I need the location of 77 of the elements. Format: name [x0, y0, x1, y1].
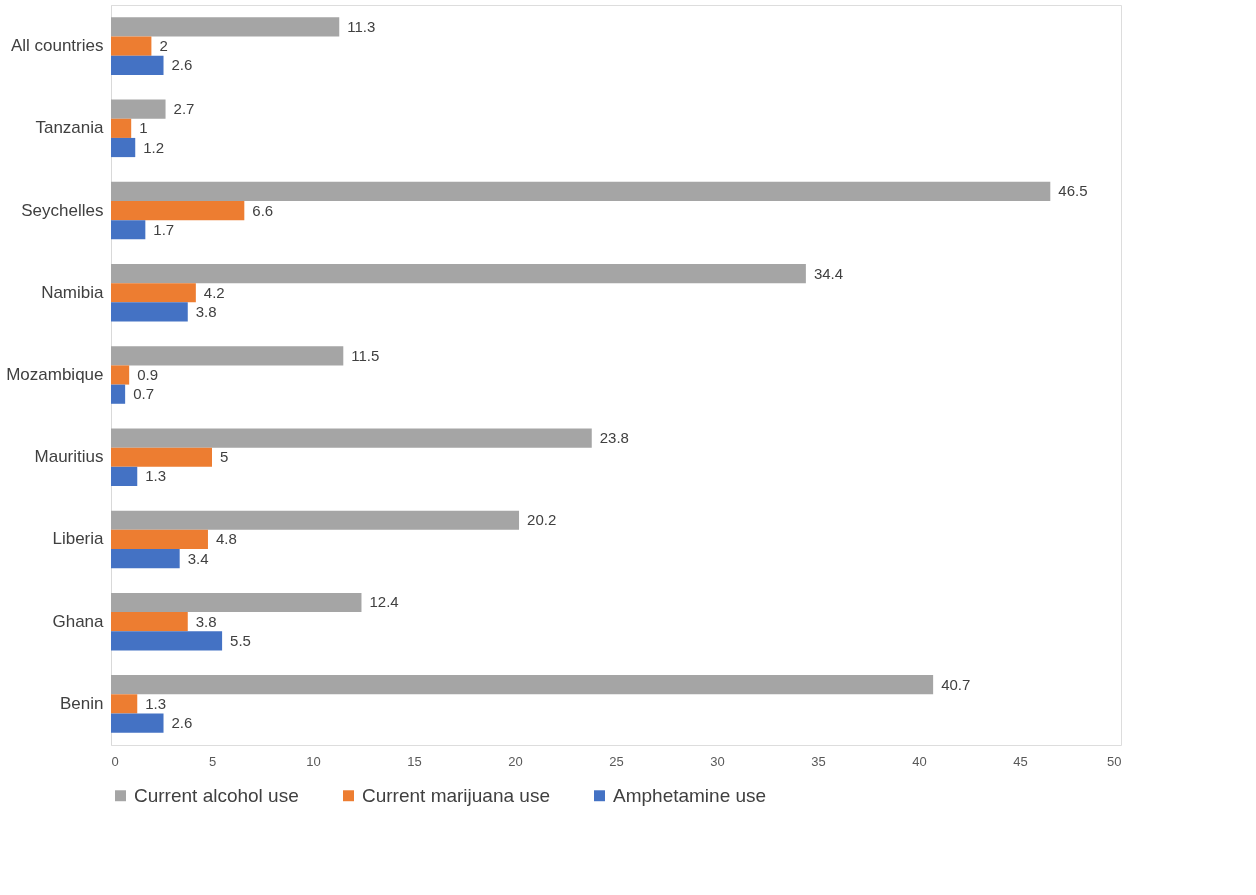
bar: [111, 99, 166, 119]
legend-label: Current alcohol use: [134, 784, 299, 806]
data-label: 6.6: [252, 201, 274, 219]
data-label: 5: [220, 448, 229, 466]
x-tick-label: 35: [811, 753, 826, 769]
bar: [111, 510, 520, 530]
bar: [111, 17, 340, 37]
bar: [111, 612, 188, 632]
data-label: 12.4: [369, 593, 399, 611]
bar: [111, 200, 245, 221]
bar: [111, 694, 138, 714]
y-tick-label: Ghana: [52, 611, 105, 631]
data-label: 1.3: [145, 467, 167, 485]
data-label: 4.8: [215, 530, 237, 548]
bar: [111, 118, 132, 138]
y-tick-label: Benin: [60, 693, 104, 713]
data-label: 23.8: [599, 429, 629, 447]
data-label: 3.8: [195, 612, 217, 630]
bar: [111, 466, 138, 486]
data-label: 1: [139, 119, 148, 137]
bar: [111, 346, 344, 366]
bar: [111, 428, 592, 448]
bar: [111, 675, 934, 695]
x-tick-label: 25: [609, 753, 624, 769]
data-label: 2.6: [171, 714, 193, 732]
data-label: 1.3: [145, 694, 167, 712]
bar: [111, 283, 196, 303]
y-tick-label: All countries: [10, 36, 104, 56]
data-label: 0.7: [133, 385, 154, 403]
y-tick-label: Seychelles: [21, 200, 104, 220]
bar: [111, 592, 362, 613]
bar: [111, 365, 130, 385]
data-label: 11.5: [351, 346, 380, 364]
data-label: 0.9: [137, 366, 159, 383]
bar: [111, 384, 126, 404]
bar: [111, 220, 146, 240]
x-tick-label: 10: [306, 753, 321, 769]
y-tick-label: Namibia: [41, 282, 105, 302]
legend-label: Current marijuana use: [362, 784, 550, 806]
bar: [111, 529, 208, 550]
legend-label: Amphetamine use: [613, 784, 767, 806]
data-label: 4.2: [203, 283, 225, 301]
x-tick-label: 30: [710, 753, 725, 769]
data-label: 2.7: [173, 100, 195, 118]
x-tick-label: 0: [111, 753, 119, 769]
data-label: 11.3: [347, 17, 376, 35]
data-label: 46.5: [1058, 182, 1088, 200]
data-label: 2: [159, 37, 168, 55]
bar: [111, 55, 164, 75]
y-tick-label: Mauritius: [34, 447, 104, 467]
bar: [111, 181, 1051, 201]
x-tick-label: 5: [208, 753, 217, 769]
bar: [111, 447, 212, 467]
x-tick-label: 15: [407, 753, 422, 769]
data-label: 1.7: [153, 220, 175, 238]
data-label: 2.6: [171, 56, 193, 74]
data-label: 1.2: [143, 138, 165, 156]
y-tick-label: Liberia: [52, 529, 105, 549]
data-label: 40.7: [941, 675, 971, 693]
x-tick-label: 40: [912, 753, 927, 769]
data-label: 34.4: [813, 264, 844, 282]
x-tick-label: 45: [1013, 753, 1028, 769]
data-label: 3.4: [187, 549, 209, 567]
bar: [111, 36, 152, 56]
data-label: 5.5: [230, 631, 251, 649]
y-tick-label: Tanzania: [35, 118, 105, 138]
bar: [111, 549, 180, 569]
data-label: 3.8: [195, 302, 217, 320]
x-tick-label: 20: [508, 753, 523, 769]
bar: [111, 137, 136, 158]
bar: [111, 631, 223, 651]
data-label: 20.2: [527, 511, 557, 529]
bar: [111, 302, 188, 322]
bar: [111, 264, 806, 284]
y-tick-label: Mozambique: [6, 365, 104, 384]
bar: [111, 713, 164, 733]
x-tick-label: 50: [1107, 753, 1122, 769]
